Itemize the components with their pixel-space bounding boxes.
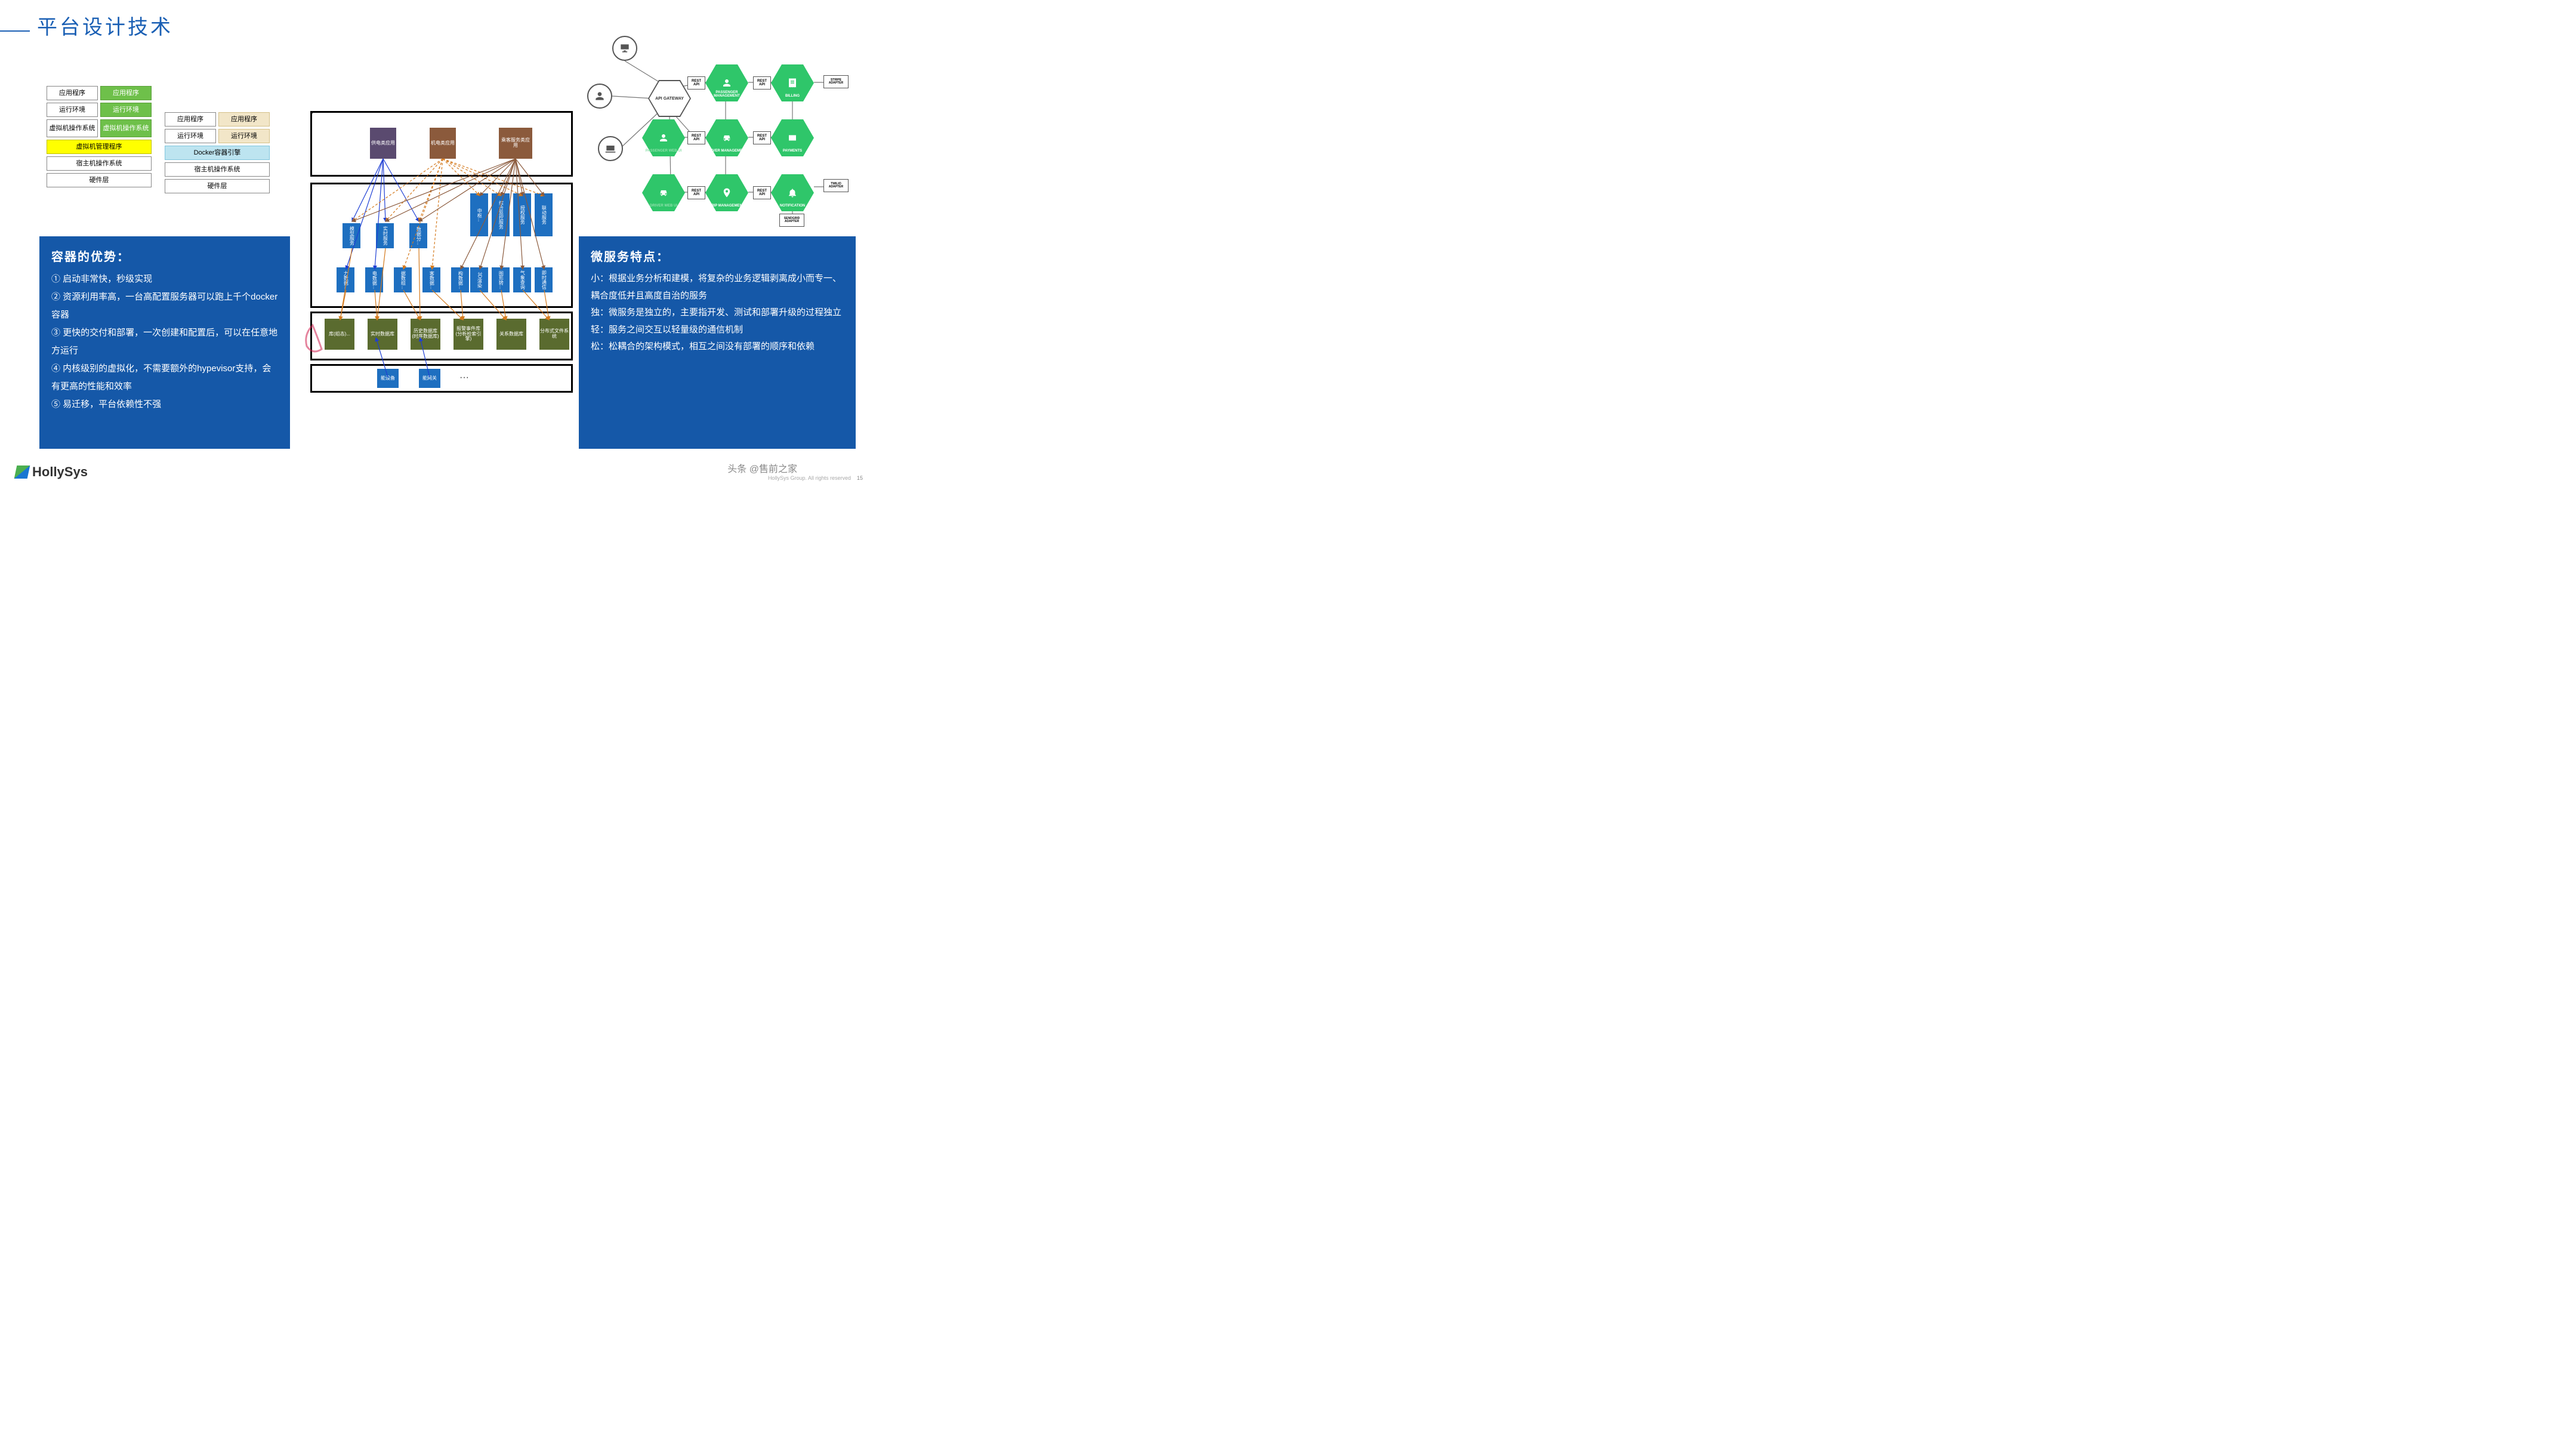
title-dash	[0, 30, 30, 32]
service-chip: 实时服务	[376, 223, 394, 248]
docker-engine: Docker容器引擎	[165, 146, 270, 160]
ms-title: 微服务特点：	[591, 247, 844, 264]
docker-stack: 应用程序 应用程序 运行环境 运行环境 Docker容器引擎 宿主机操作系统 硬…	[165, 112, 270, 193]
microservice-features-box: 微服务特点： 小：根据业务分析和建模，将复杂的业务逻辑剥离成小而专一、耦合度低并…	[579, 236, 856, 449]
rest-api-box: RESTAPI	[753, 131, 771, 144]
passenger-app: 乘客服务类应用	[499, 128, 532, 159]
service-hex: PAYMENTS	[771, 119, 814, 156]
ms-item: 轻：服务之间交互以轻量级的通信机制	[591, 322, 844, 339]
vm-stack: 应用程序 应用程序 运行环境 运行环境 虚拟机操作系统 虚拟机操作系统 虚拟机管…	[47, 86, 152, 193]
watermark-logo	[295, 322, 331, 358]
service-chip: 模型服务	[343, 223, 360, 248]
device-chip: 能设备	[377, 369, 399, 388]
docker-env2: 运行环境	[218, 129, 270, 143]
service-chip: 力数据...	[337, 267, 354, 292]
mech-app: 机电类应用	[430, 128, 456, 159]
service-chip: 中枢...	[470, 193, 488, 236]
db-chip: 关系数据库	[496, 319, 526, 350]
service-chip: 数据分...	[409, 223, 427, 248]
vm-os2: 虚拟机操作系统	[100, 119, 152, 137]
rest-api-box: RESTAPI	[687, 131, 705, 144]
db-chip: 实时数据库	[368, 319, 397, 350]
service-chip: 图形转...	[492, 267, 510, 292]
service-chip: 电数据...	[365, 267, 383, 292]
service-hex: BILLING	[771, 64, 814, 101]
microservices-diagram: API GATEWAY PASSENGER MANAGEMENT BILLING PA…	[587, 29, 857, 232]
adv-item: ⑤ 易迁移，平台依赖性不强	[51, 396, 278, 414]
docker-app2: 应用程序	[218, 112, 270, 127]
rest-api-box: RESTAPI	[753, 76, 771, 90]
ms-text: 小：根据业务分析和建模，将复杂的业务逻辑剥离成小而专一、耦合度低并且高度自治的服…	[591, 270, 844, 356]
ellipsis: ···	[459, 372, 469, 383]
service-hex: PASSENGER MANAGEMENT	[705, 64, 748, 101]
ms-item: 松：松耦合的架构模式，相互之间没有部署的顺序和依赖	[591, 338, 844, 356]
service-chip: 据数组...	[394, 267, 412, 292]
vm-env1: 运行环境	[47, 103, 98, 117]
service-chip: 联动服务	[535, 193, 553, 236]
device-circle	[612, 36, 637, 61]
vm-hypervisor: 虚拟机管理程序	[47, 140, 152, 154]
arch-device-frame	[310, 364, 573, 393]
rest-api-box: RESTAPI	[687, 186, 705, 199]
page-number: 15	[857, 475, 863, 481]
db-chip: 分布式文件系统	[539, 319, 569, 350]
device-circle	[598, 136, 623, 161]
service-hex: TRIP MANAGEMENT	[705, 174, 748, 211]
vm-app2: 应用程序	[100, 86, 152, 100]
service-chip: 授权服务	[513, 193, 531, 236]
logo-text: HollySys	[32, 464, 88, 480]
docker-app1: 应用程序	[165, 112, 216, 127]
docker-env1: 运行环境	[165, 129, 216, 143]
service-chip: 综合监控服务	[492, 193, 510, 236]
service-hex: PASSENGER WEB UI	[642, 119, 685, 156]
power-app: 供电类应用	[370, 128, 396, 159]
adv-item: ③ 更快的交付和部署，一次创建和配置后，可以在任意地方运行	[51, 324, 278, 360]
service-chip: 气象查询	[513, 267, 531, 292]
service-chip: 3D渲染	[470, 267, 488, 292]
service-chip: 构数据...	[451, 267, 469, 292]
arch-inner-box	[310, 111, 313, 113]
device-chip: 能网关	[419, 369, 440, 388]
architecture-diagram: 供电类应用 机电类应用 乘客服务类应用 模型服务实时服务数据分... 中枢...综…	[310, 111, 573, 403]
title-bar: 平台设计技术	[0, 11, 173, 40]
vm-app1: 应用程序	[47, 86, 98, 100]
service-hex: DRIVER WEB UI	[642, 174, 685, 211]
adapter-box: STRIPE ADAPTER	[823, 75, 849, 88]
adv-item: ② 资源利用率高，一台高配置服务器可以跑上千个docker容器	[51, 288, 278, 324]
logo-icon	[14, 465, 30, 479]
db-chip: 报警事件库(分析检索引擎)	[454, 319, 483, 350]
device-circle	[587, 84, 612, 109]
adapter-box: SENDGRID ADAPTER	[779, 214, 804, 227]
service-chip: 客数据...	[422, 267, 440, 292]
advantages-list: ① 启动非常快，秒级实现 ② 资源利用率高，一台高配置服务器可以跑上千个dock…	[51, 270, 278, 414]
adapter-box: TWILIO ADAPTER	[823, 179, 849, 192]
vm-env2: 运行环境	[100, 103, 152, 117]
vm-os1: 虚拟机操作系统	[47, 119, 98, 137]
service-hex: NOTIFICATION	[771, 174, 814, 211]
hollysys-logo: HollySys	[16, 464, 88, 480]
db-chip: 历史数据库(时序数据库)	[411, 319, 440, 350]
vm-docker-comparison: 应用程序 应用程序 运行环境 运行环境 虚拟机操作系统 虚拟机操作系统 虚拟机管…	[47, 86, 270, 193]
copyright-text: HollySys Group. All rights reserved	[768, 475, 851, 481]
rest-api-box: RESTAPI	[753, 186, 771, 199]
page-title: 平台设计技术	[37, 11, 173, 40]
api-gateway-hex: API GATEWAY	[648, 80, 691, 117]
ms-item: 小：根据业务分析和建模，将复杂的业务逻辑剥离成小而专一、耦合度低并且高度自治的服…	[591, 270, 844, 304]
vm-hw: 硬件层	[47, 173, 152, 187]
docker-hw: 硬件层	[165, 179, 270, 193]
service-hex: DRIVER MANAGEMENT	[705, 119, 748, 156]
adv-item: ④ 内核级别的虚拟化，不需要额外的hypevisor支持，会有更高的性能和效率	[51, 360, 278, 396]
adv-item: ① 启动非常快，秒级实现	[51, 270, 278, 288]
advantages-title: 容器的优势：	[51, 247, 278, 264]
toutiao-watermark: 头条 @售前之家	[727, 461, 797, 475]
container-advantages-box: 容器的优势： ① 启动非常快，秒级实现 ② 资源利用率高，一台高配置服务器可以跑…	[39, 236, 290, 449]
ms-item: 独：微服务是独立的，主要指开发、测试和部署升级的过程独立	[591, 304, 844, 322]
service-chip: 即时通信	[535, 267, 553, 292]
vm-hostos: 宿主机操作系统	[47, 156, 152, 171]
docker-hostos: 宿主机操作系统	[165, 162, 270, 177]
rest-api-box: RESTAPI	[687, 76, 705, 90]
